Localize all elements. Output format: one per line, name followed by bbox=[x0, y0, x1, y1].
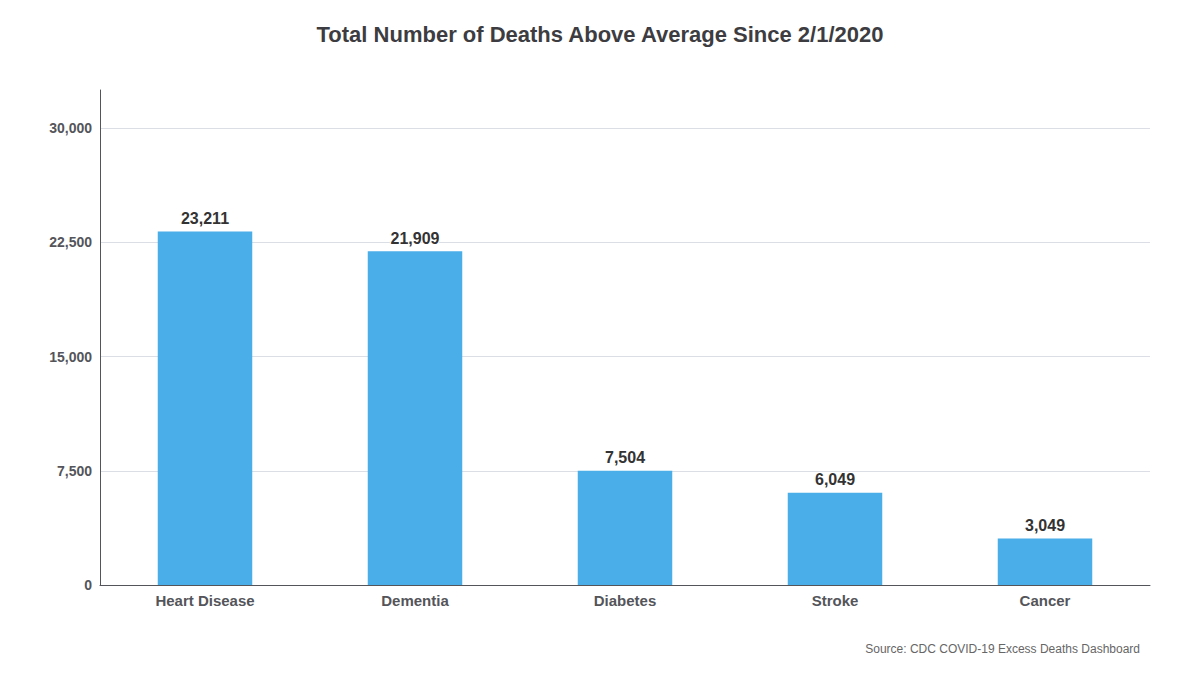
svg-text:7,500: 7,500 bbox=[57, 463, 92, 479]
svg-text:Diabetes: Diabetes bbox=[594, 592, 657, 609]
svg-text:22,500: 22,500 bbox=[49, 234, 92, 250]
svg-text:23,211: 23,211 bbox=[181, 210, 229, 227]
svg-text:Source: CDC COVID-19 Excess De: Source: CDC COVID-19 Excess Deaths Dashb… bbox=[865, 642, 1140, 656]
svg-text:3,049: 3,049 bbox=[1025, 517, 1065, 534]
svg-text:Heart Disease: Heart Disease bbox=[155, 592, 254, 609]
svg-text:Cancer: Cancer bbox=[1020, 592, 1071, 609]
svg-text:Total Number of Deaths Above A: Total Number of Deaths Above Average Sin… bbox=[317, 22, 884, 47]
svg-text:6,049: 6,049 bbox=[815, 471, 855, 488]
svg-text:Stroke: Stroke bbox=[812, 592, 859, 609]
svg-text:Dementia: Dementia bbox=[381, 592, 449, 609]
svg-text:0: 0 bbox=[84, 577, 92, 593]
svg-text:7,504: 7,504 bbox=[605, 449, 645, 466]
svg-text:30,000: 30,000 bbox=[49, 120, 92, 136]
svg-text:15,000: 15,000 bbox=[49, 349, 92, 365]
svg-text:21,909: 21,909 bbox=[391, 230, 440, 247]
